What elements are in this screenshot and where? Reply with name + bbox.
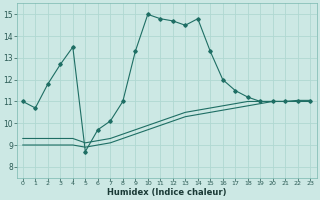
X-axis label: Humidex (Indice chaleur): Humidex (Indice chaleur) <box>107 188 226 197</box>
